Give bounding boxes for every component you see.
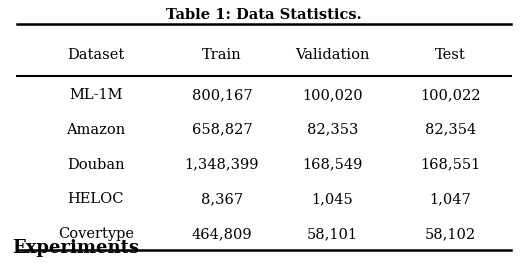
Text: HELOC: HELOC [68, 193, 124, 206]
Text: Douban: Douban [67, 157, 125, 172]
Text: Table 1: Data Statistics.: Table 1: Data Statistics. [166, 8, 362, 22]
Text: 58,101: 58,101 [307, 227, 358, 241]
Text: 800,167: 800,167 [192, 88, 252, 102]
Text: Train: Train [202, 48, 242, 62]
Text: Experiments: Experiments [12, 239, 139, 257]
Text: 1,045: 1,045 [312, 193, 353, 206]
Text: 464,809: 464,809 [192, 227, 252, 241]
Text: 58,102: 58,102 [425, 227, 476, 241]
Text: Validation: Validation [295, 48, 370, 62]
Text: 1,348,399: 1,348,399 [185, 157, 259, 172]
Text: Covertype: Covertype [58, 227, 134, 241]
Text: 658,827: 658,827 [192, 123, 252, 137]
Text: 1,047: 1,047 [430, 193, 472, 206]
Text: 168,551: 168,551 [420, 157, 480, 172]
Text: 100,022: 100,022 [420, 88, 480, 102]
Text: Test: Test [435, 48, 466, 62]
Text: 82,353: 82,353 [307, 123, 358, 137]
Text: Amazon: Amazon [67, 123, 126, 137]
Text: Dataset: Dataset [67, 48, 125, 62]
Text: 100,020: 100,020 [302, 88, 363, 102]
Text: 8,367: 8,367 [201, 193, 243, 206]
Text: ML-1M: ML-1M [69, 88, 122, 102]
Text: 168,549: 168,549 [302, 157, 362, 172]
Text: 82,354: 82,354 [425, 123, 476, 137]
